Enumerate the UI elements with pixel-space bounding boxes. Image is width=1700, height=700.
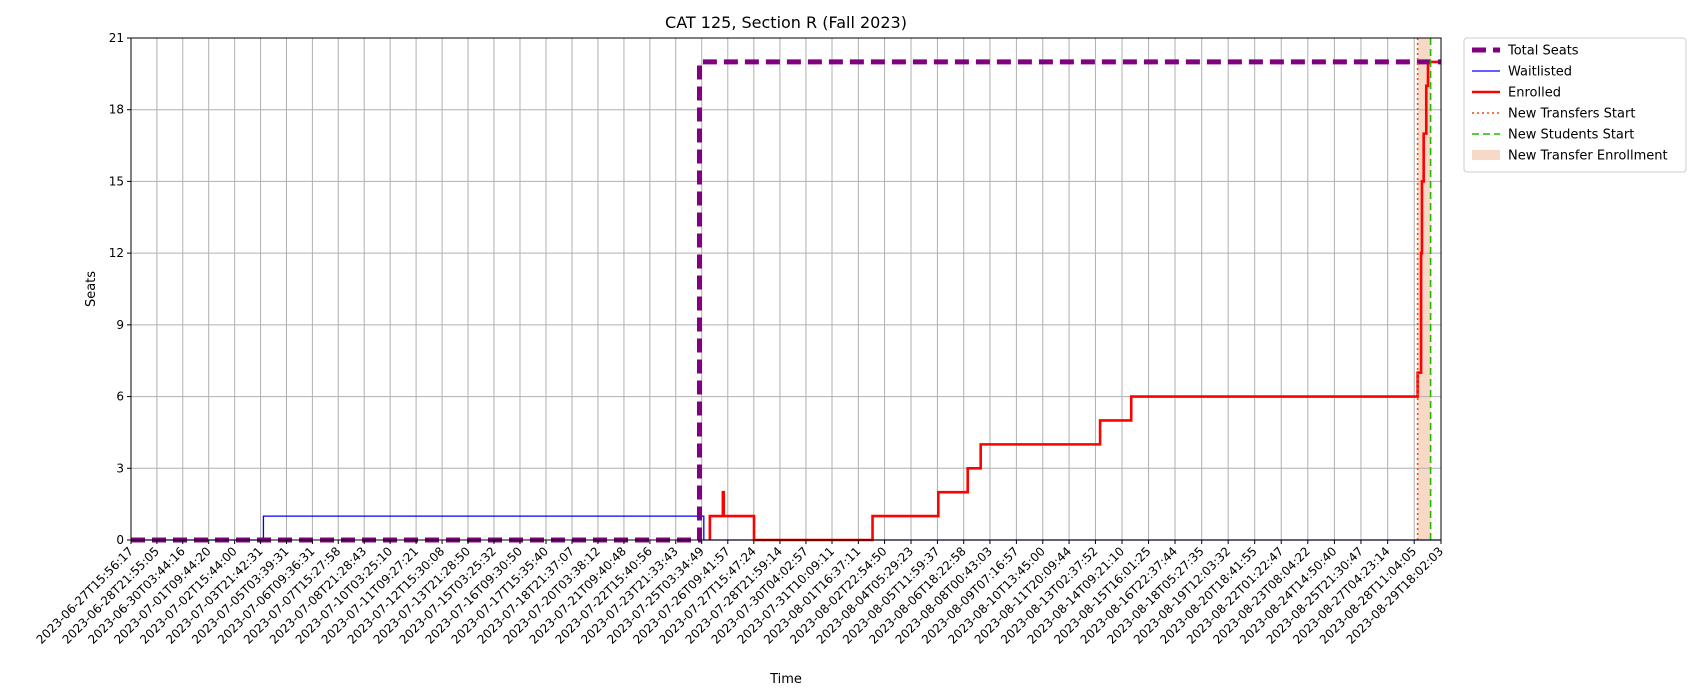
legend-item: New Transfers Start: [1472, 107, 1635, 122]
plot-frame: [130, 37, 1442, 541]
y-tick-label: 12: [109, 246, 124, 260]
x-axis-title: Time: [769, 672, 802, 687]
legend-item: Waitlisted: [1472, 65, 1572, 80]
legend-label: New Transfers Start: [1508, 107, 1635, 122]
series-line-enrolled: [708, 60, 1441, 542]
legend-label: New Students Start: [1508, 128, 1634, 143]
legend-label: Enrolled: [1508, 86, 1561, 101]
legend-item: New Transfer Enrollment: [1472, 149, 1668, 164]
legend-item: Enrolled: [1472, 86, 1561, 101]
y-tick-label: 18: [109, 103, 124, 117]
legend-label: Total Seats: [1507, 44, 1579, 59]
y-tick-label: 6: [116, 390, 124, 404]
legend-swatch: [1472, 150, 1500, 160]
y-tick-label: 3: [116, 461, 124, 475]
y-tick-label: 0: [116, 533, 124, 547]
legend-item: New Students Start: [1472, 128, 1634, 143]
chart-title: CAT 125, Section R (Fall 2023): [665, 13, 907, 32]
span-1: [1417, 38, 1431, 540]
legend-box: [1463, 37, 1687, 173]
y-tick-label: 9: [116, 318, 124, 332]
y-tick-label: 15: [109, 174, 124, 188]
y-tick-label: 21: [109, 31, 124, 45]
legend: Total Seats Waitlisted Enrolled New Transfe…: [1463, 37, 1687, 173]
legend-label: New Transfer Enrollment: [1508, 149, 1668, 164]
y-axis-title: Seats: [84, 271, 99, 307]
legend-label: Waitlisted: [1508, 65, 1572, 80]
legend-item: Total Seats: [1472, 44, 1579, 59]
plot-area: 0369121518212023-06-27T15:56:172023-06-2…: [34, 31, 1447, 647]
